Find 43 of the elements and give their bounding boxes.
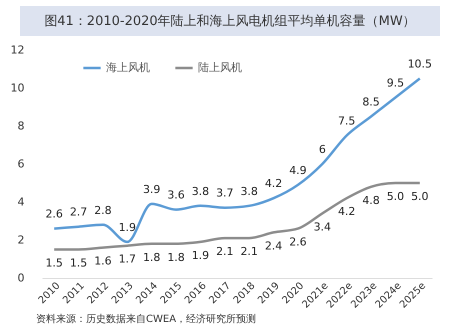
y-tick-label: 8 — [18, 120, 24, 132]
y-tick-label: 2 — [18, 234, 24, 246]
data-label: 3.8 — [240, 184, 258, 198]
data-label: 2.6 — [45, 208, 63, 221]
data-label: 2.7 — [70, 206, 88, 219]
data-label: 9.5 — [386, 76, 404, 90]
data-label: 1.6 — [94, 254, 112, 268]
data-label: 10.5 — [408, 58, 432, 70]
data-label: 4.2 — [338, 205, 356, 218]
data-label: 1.8 — [142, 250, 160, 264]
data-label: 2.1 — [216, 245, 234, 258]
chart-title: 图41：2010-2020年陆上和海上风电机组平均单机容量（MW） — [20, 6, 440, 36]
data-label: 2.1 — [240, 245, 258, 258]
data-label: 7.5 — [338, 114, 356, 128]
y-tick-label: 6 — [18, 158, 24, 170]
data-label: 3.8 — [192, 184, 210, 198]
data-label: 5.0 — [386, 190, 404, 203]
data-label: 2.8 — [94, 204, 112, 217]
data-label: 5.0 — [411, 190, 429, 203]
data-label: 2.6 — [289, 236, 307, 249]
text: 资料来源：历史数据来自CWEA，经济研究所预测 — [36, 312, 258, 326]
data-label: 3.7 — [216, 186, 234, 200]
data-label: 1.9 — [118, 220, 136, 234]
data-label: 3.9 — [142, 182, 160, 196]
data-label: 4.2 — [264, 177, 282, 190]
data-label: 1.8 — [167, 250, 185, 264]
data-label: 1.5 — [45, 256, 63, 270]
data-label: 2.4 — [264, 239, 282, 252]
data-label: 1.9 — [192, 248, 210, 262]
data-label: 1.7 — [118, 252, 136, 266]
data-label: 4.8 — [362, 194, 380, 207]
y-tick-label: 10 — [10, 82, 24, 94]
data-label: 8.5 — [362, 96, 380, 108]
legend-label: 海上风机 — [106, 61, 150, 74]
y-tick-label: 0 — [18, 272, 24, 284]
data-label: 3.4 — [314, 220, 332, 234]
data-label: 6 — [318, 143, 326, 156]
data-label: 4.9 — [289, 164, 307, 177]
y-tick-label: 4 — [18, 196, 24, 208]
data-label: 3.6 — [167, 188, 185, 202]
data-label: 1.5 — [70, 256, 88, 270]
legend-label: 陆上风机 — [198, 61, 242, 74]
y-tick-label: 12 — [10, 44, 24, 56]
